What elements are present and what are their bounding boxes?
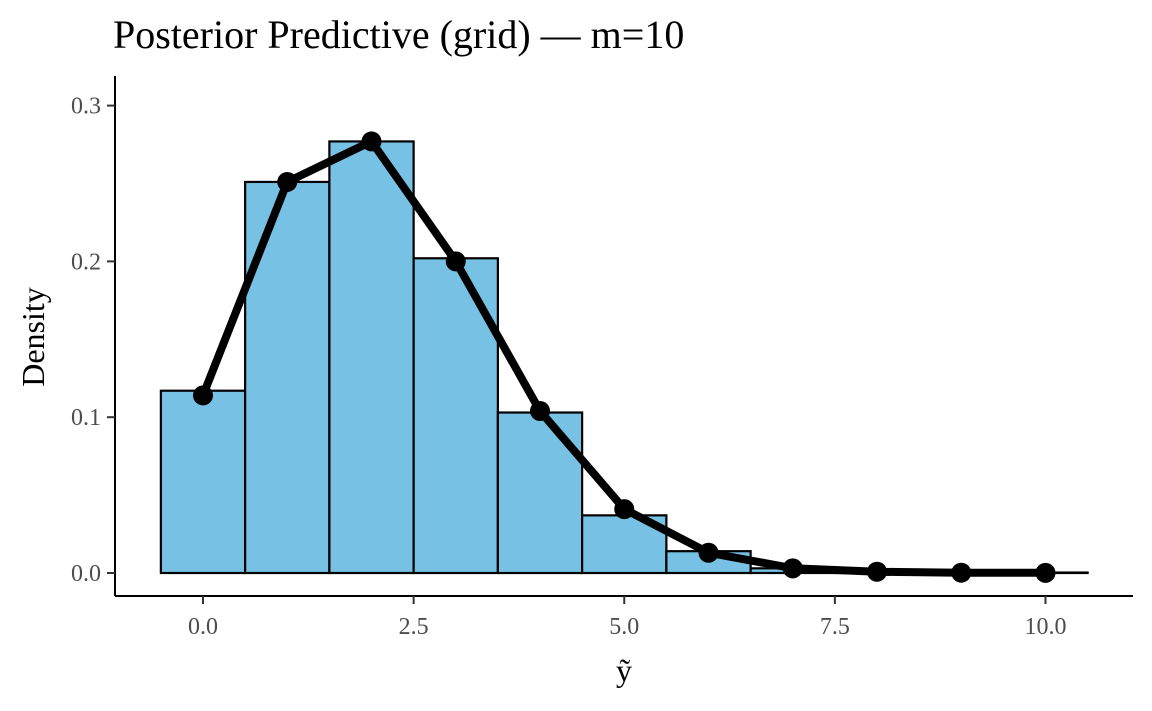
y-tick-label: 0.0 <box>71 561 101 587</box>
density-point <box>1035 562 1056 583</box>
density-point <box>867 561 887 582</box>
histogram-bar <box>244 180 331 575</box>
density-point <box>530 400 550 421</box>
x-ticks: 0.0 2.5 5.0 7.5 10.0 <box>188 596 1067 640</box>
density-line-layer <box>193 131 1056 583</box>
density-point <box>782 558 803 579</box>
y-axis-label: Density <box>15 287 51 387</box>
x-tick-label: 0.0 <box>188 614 218 640</box>
histogram-bar <box>328 140 415 575</box>
histogram-bar <box>412 257 499 575</box>
density-point <box>445 251 466 272</box>
y-tick-label: 0.3 <box>71 94 101 120</box>
x-axis-label: ỹ <box>616 652 632 688</box>
chart-title: Posterior Predictive (grid) — m=10 <box>113 12 684 57</box>
x-tick-label: 7.5 <box>820 614 850 640</box>
x-tick-label: 5.0 <box>609 614 639 640</box>
x-tick-label: 2.5 <box>399 614 429 640</box>
density-point <box>951 562 972 583</box>
y-tick-label: 0.1 <box>71 405 101 431</box>
x-tick-label: 10.0 <box>1025 614 1067 640</box>
density-point <box>698 542 719 563</box>
y-ticks: 0.0 0.1 0.2 0.3 <box>71 94 115 587</box>
density-point <box>614 499 635 520</box>
histogram-bar <box>496 411 584 575</box>
density-point <box>193 385 213 406</box>
y-tick-label: 0.2 <box>71 249 101 275</box>
histogram-bar <box>159 389 247 575</box>
density-point <box>277 171 298 192</box>
density-point <box>361 131 382 152</box>
